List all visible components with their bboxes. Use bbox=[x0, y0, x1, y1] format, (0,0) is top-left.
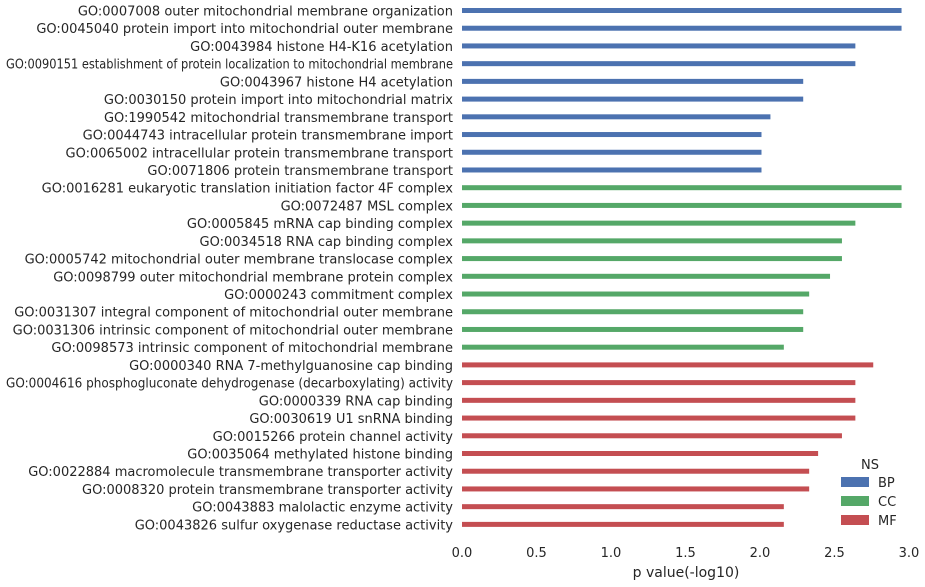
category-label-7: GO:1990542 mitochondrial transmembrane t… bbox=[104, 111, 453, 126]
category-label-18: GO:0031307 integral component of mitocho… bbox=[14, 306, 453, 321]
bar-19 bbox=[462, 326, 804, 332]
bar-2 bbox=[462, 25, 902, 31]
category-label-22: GO:0004616 phosphogluconate dehydrogenas… bbox=[6, 377, 453, 392]
bar-22 bbox=[462, 380, 856, 386]
legend-title: NS bbox=[861, 458, 879, 473]
bar-9 bbox=[462, 149, 762, 155]
bar-12 bbox=[462, 202, 902, 208]
x-tick-7: 3.0 bbox=[899, 546, 920, 561]
category-labels-group: GO:0007008 outer mitochondrial membrane … bbox=[6, 5, 453, 534]
legend-swatch-mf bbox=[841, 515, 869, 525]
category-label-29: GO:0043883 malolactic enzyme activity bbox=[192, 501, 453, 516]
x-tick-4: 1.5 bbox=[675, 546, 696, 561]
bar-8 bbox=[462, 132, 762, 138]
bar-10 bbox=[462, 167, 762, 173]
category-label-15: GO:0005742 mitochondrial outer membrane … bbox=[25, 253, 454, 268]
bar-3 bbox=[462, 43, 856, 49]
bar-30 bbox=[462, 521, 784, 527]
bar-4 bbox=[462, 61, 856, 67]
bar-16 bbox=[462, 273, 831, 279]
x-axis-title: p value(-log10) bbox=[633, 565, 740, 581]
category-label-27: GO:0022884 macromolecule transmembrane t… bbox=[28, 465, 453, 480]
bar-28 bbox=[462, 486, 810, 492]
bar-23 bbox=[462, 397, 856, 403]
bar-29 bbox=[462, 504, 784, 510]
category-label-11: GO:0016281 eukaryotic translation initia… bbox=[42, 182, 454, 197]
bar-26 bbox=[462, 451, 819, 456]
bars-group bbox=[462, 8, 902, 527]
bar-1 bbox=[462, 8, 902, 13]
bar-25 bbox=[462, 433, 842, 439]
bar-21 bbox=[462, 362, 874, 368]
category-label-13: GO:0005845 mRNA cap binding complex bbox=[187, 217, 453, 232]
x-tick-6: 2.5 bbox=[824, 546, 845, 561]
category-label-23: GO:0000339 RNA cap binding bbox=[259, 394, 453, 409]
category-label-6: GO:0030150 protein import into mitochond… bbox=[104, 93, 453, 108]
category-label-4: GO:0090151 establishment of protein loca… bbox=[6, 58, 453, 73]
legend-label-bp: BP bbox=[878, 476, 895, 491]
category-label-14: GO:0034518 RNA cap binding complex bbox=[200, 235, 454, 250]
legend-label-cc: CC bbox=[878, 495, 896, 510]
legend-label-mf: MF bbox=[878, 514, 897, 529]
category-label-9: GO:0065002 intracellular protein transme… bbox=[66, 146, 454, 161]
x-tick-2: 0.5 bbox=[526, 546, 547, 561]
category-label-17: GO:0000243 commitment complex bbox=[224, 288, 453, 303]
category-label-21: GO:0000340 RNA 7-methylguanosine cap bin… bbox=[129, 359, 453, 374]
bar-11 bbox=[462, 185, 902, 191]
bar-15 bbox=[462, 256, 842, 262]
bar-20 bbox=[462, 344, 784, 350]
category-label-24: GO:0030619 U1 snRNA binding bbox=[249, 412, 453, 427]
bar-18 bbox=[462, 309, 804, 315]
x-tick-3: 1.0 bbox=[601, 546, 622, 561]
category-label-5: GO:0043967 histone H4 acetylation bbox=[220, 75, 453, 90]
category-label-8: GO:0044743 intracellular protein transme… bbox=[83, 129, 453, 144]
category-label-20: GO:0098573 intrinsic component of mitoch… bbox=[51, 341, 453, 356]
category-label-16: GO:0098799 outer mitochondrial membrane … bbox=[53, 270, 453, 285]
bar-14 bbox=[462, 238, 842, 244]
bar-5 bbox=[462, 78, 804, 84]
category-label-28: GO:0008320 protein transmembrane transpo… bbox=[82, 483, 453, 498]
x-ticks-group: 0.0 0.5 1.0 1.5 2.0 2.5 3.0 bbox=[452, 546, 920, 561]
category-label-12: GO:0072487 MSL complex bbox=[281, 199, 454, 214]
category-label-30: GO:0043826 sulfur oxygenase reductase ac… bbox=[135, 518, 454, 533]
category-label-26: GO:0035064 methylated histone binding bbox=[187, 448, 453, 463]
bar-17 bbox=[462, 291, 810, 297]
bar-27 bbox=[462, 468, 810, 474]
bar-6 bbox=[462, 96, 804, 102]
bar-24 bbox=[462, 415, 856, 421]
category-label-19: GO:0031306 intrinsic component of mitoch… bbox=[13, 323, 453, 338]
bar-7 bbox=[462, 114, 771, 120]
category-label-1: GO:0007008 outer mitochondrial membrane … bbox=[78, 5, 453, 20]
category-label-3: GO:0043984 histone H4-K16 acetylation bbox=[190, 40, 453, 55]
legend: NS BP CC MF bbox=[841, 458, 897, 529]
category-label-2: GO:0045040 protein import into mitochond… bbox=[36, 22, 453, 37]
legend-swatch-bp bbox=[841, 477, 869, 487]
bar-13 bbox=[462, 220, 856, 226]
x-tick-1: 0.0 bbox=[452, 546, 473, 561]
legend-swatch-cc bbox=[841, 496, 869, 506]
category-label-25: GO:0015266 protein channel activity bbox=[213, 430, 454, 445]
x-tick-5: 2.0 bbox=[750, 546, 771, 561]
category-label-10: GO:0071806 protein transmembrane transpo… bbox=[147, 164, 453, 179]
